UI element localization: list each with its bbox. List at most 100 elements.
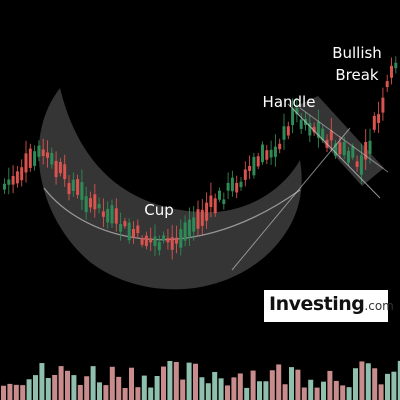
volume-bar <box>90 366 96 400</box>
volume-bar <box>276 364 282 400</box>
volume-bar <box>244 387 250 400</box>
candle-body <box>157 241 161 251</box>
candle-body <box>385 81 389 88</box>
volume-bar <box>225 385 230 400</box>
candle-body <box>381 97 385 113</box>
candle-body <box>3 183 6 190</box>
candle-body <box>114 208 118 224</box>
volume-bar <box>20 385 26 400</box>
candle-body <box>295 108 299 115</box>
candle-body <box>269 149 273 158</box>
logo-brand: Investing <box>269 293 365 315</box>
candle-body <box>187 219 191 237</box>
candle-body <box>7 179 11 185</box>
candle-body <box>63 164 67 180</box>
candle-body <box>209 195 213 208</box>
bullish-label: Bullish <box>332 44 382 62</box>
volume-bar <box>148 387 154 400</box>
logo-tld: .com <box>364 299 394 313</box>
volume-bar <box>199 377 205 400</box>
candle-body <box>33 151 37 166</box>
cup-overlay <box>38 88 302 290</box>
candle-body <box>321 128 325 140</box>
candle-body <box>329 130 333 141</box>
volume-bar <box>263 381 269 400</box>
volume-bar <box>269 370 275 400</box>
candle-body <box>11 176 15 185</box>
candle-body <box>200 209 204 226</box>
candle-body <box>282 126 286 140</box>
volume-bar <box>397 360 400 400</box>
volume-bar <box>205 383 211 400</box>
candle-body <box>110 205 114 224</box>
candle-body <box>175 237 178 244</box>
handle-lower-line <box>299 107 389 173</box>
candle-body <box>119 223 123 232</box>
volume-bar <box>212 371 218 400</box>
volume-bar <box>250 370 256 400</box>
candle-body <box>308 122 312 136</box>
volume-bar <box>353 368 358 400</box>
candle-body <box>394 62 398 69</box>
volume-bar <box>58 366 64 400</box>
volume-bar <box>237 373 243 400</box>
candle-body <box>235 182 239 193</box>
candle-body <box>84 196 88 213</box>
volume-bar <box>193 363 198 400</box>
volume-bar <box>321 381 326 400</box>
candle-body <box>390 65 393 78</box>
volume-bar <box>161 366 166 400</box>
handle-upper-line <box>287 103 381 199</box>
volume-bar <box>84 376 90 400</box>
candle-body <box>76 179 80 195</box>
candle-body <box>256 156 260 167</box>
volume-bar <box>333 380 339 400</box>
volume-bar <box>39 363 45 400</box>
candle-body <box>265 150 269 160</box>
volume-bar <box>282 384 288 400</box>
volume-bar <box>173 361 179 400</box>
volume-bar <box>257 381 262 400</box>
volume-bar <box>26 379 32 400</box>
candle-body <box>15 171 19 184</box>
candle-body <box>37 145 41 157</box>
candle-body <box>213 198 217 214</box>
candle-body <box>196 209 200 229</box>
volume-bar <box>1 385 6 400</box>
candle-body <box>183 222 187 241</box>
candle-body <box>286 126 290 136</box>
candle-body <box>106 208 110 223</box>
candle-body <box>278 143 282 150</box>
candle-body <box>20 167 24 181</box>
candle-body <box>226 182 230 191</box>
candle-body <box>170 237 174 250</box>
candle-body <box>93 194 97 210</box>
candle-body <box>71 179 75 191</box>
candle-body <box>166 237 170 243</box>
candle-body <box>136 225 140 234</box>
candle-body <box>347 150 350 163</box>
candle-body <box>46 152 49 158</box>
volume-bar <box>33 375 38 400</box>
volume-bar <box>141 375 147 400</box>
candle-body <box>377 114 381 123</box>
candle-body <box>140 238 144 245</box>
volume-bar <box>7 383 13 400</box>
candle-body <box>179 229 183 248</box>
candle-body <box>132 228 135 238</box>
candle-body <box>67 183 71 195</box>
candle-body <box>123 221 127 227</box>
candle-body <box>24 153 28 173</box>
volume-bar <box>340 385 346 400</box>
candle-body <box>359 155 363 175</box>
cup-label: Cup <box>144 201 174 219</box>
candle-body <box>41 149 45 156</box>
volume-bar <box>167 360 173 400</box>
volume-bar <box>103 385 109 400</box>
candle-body <box>80 182 84 200</box>
candle-body <box>299 119 303 129</box>
volume-bar <box>365 363 371 400</box>
volume-bar <box>346 387 352 400</box>
